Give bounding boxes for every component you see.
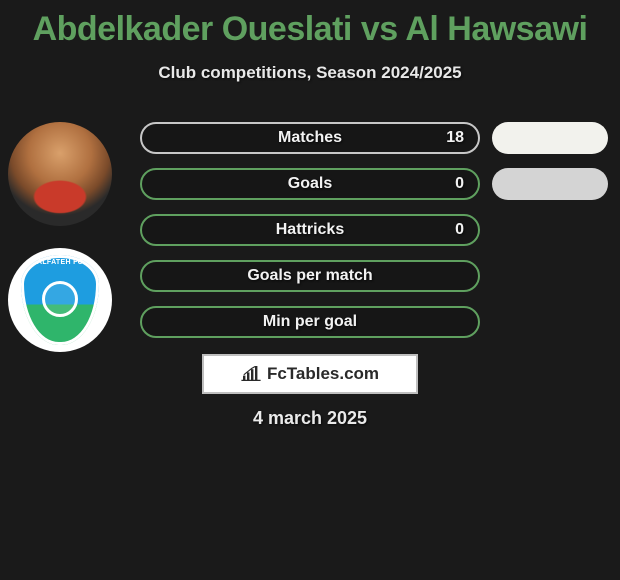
stat-label: Goals per match: [247, 267, 372, 285]
stat-label: Hattricks: [276, 221, 344, 239]
stat-label: Min per goal: [263, 313, 357, 331]
right-pill-column: [492, 122, 608, 352]
stat-value: 0: [455, 175, 464, 193]
comparison-card: Abdelkader Oueslati vs Al Hawsawi Club c…: [0, 0, 620, 580]
page-title: Abdelkader Oueslati vs Al Hawsawi: [0, 0, 620, 49]
comparison-pill: [492, 168, 608, 200]
avatar-player1: [8, 122, 112, 226]
title-player2: Al Hawsawi: [405, 10, 587, 48]
subtitle: Club competitions, Season 2024/2025: [0, 63, 620, 83]
comparison-pill: [492, 122, 608, 154]
stat-label: Goals: [288, 175, 332, 193]
logo-text: FcTables.com: [267, 364, 379, 384]
stat-row: Min per goal: [140, 306, 480, 338]
comparison-pill: [492, 214, 608, 246]
stats-list: Matches 18 Goals 0 Hattricks 0 Goals per match…: [140, 122, 480, 352]
stat-value: 0: [455, 221, 464, 239]
stat-row: Goals per match: [140, 260, 480, 292]
comparison-pill: [492, 306, 608, 338]
avatar-column: [8, 122, 112, 374]
date-label: 4 march 2025: [0, 408, 620, 429]
stat-row: Hattricks 0: [140, 214, 480, 246]
title-vs: vs: [361, 10, 398, 48]
stat-row: Goals 0: [140, 168, 480, 200]
title-player1: Abdelkader Oueslati: [33, 10, 352, 48]
club-shield-icon: [21, 255, 99, 345]
bar-chart-icon: [241, 366, 261, 382]
fctables-logo[interactable]: FcTables.com: [202, 354, 418, 394]
stat-label: Matches: [278, 129, 342, 147]
stat-row: Matches 18: [140, 122, 480, 154]
avatar-player2-club: [8, 248, 112, 352]
comparison-pill: [492, 260, 608, 292]
stat-value: 18: [446, 129, 464, 147]
